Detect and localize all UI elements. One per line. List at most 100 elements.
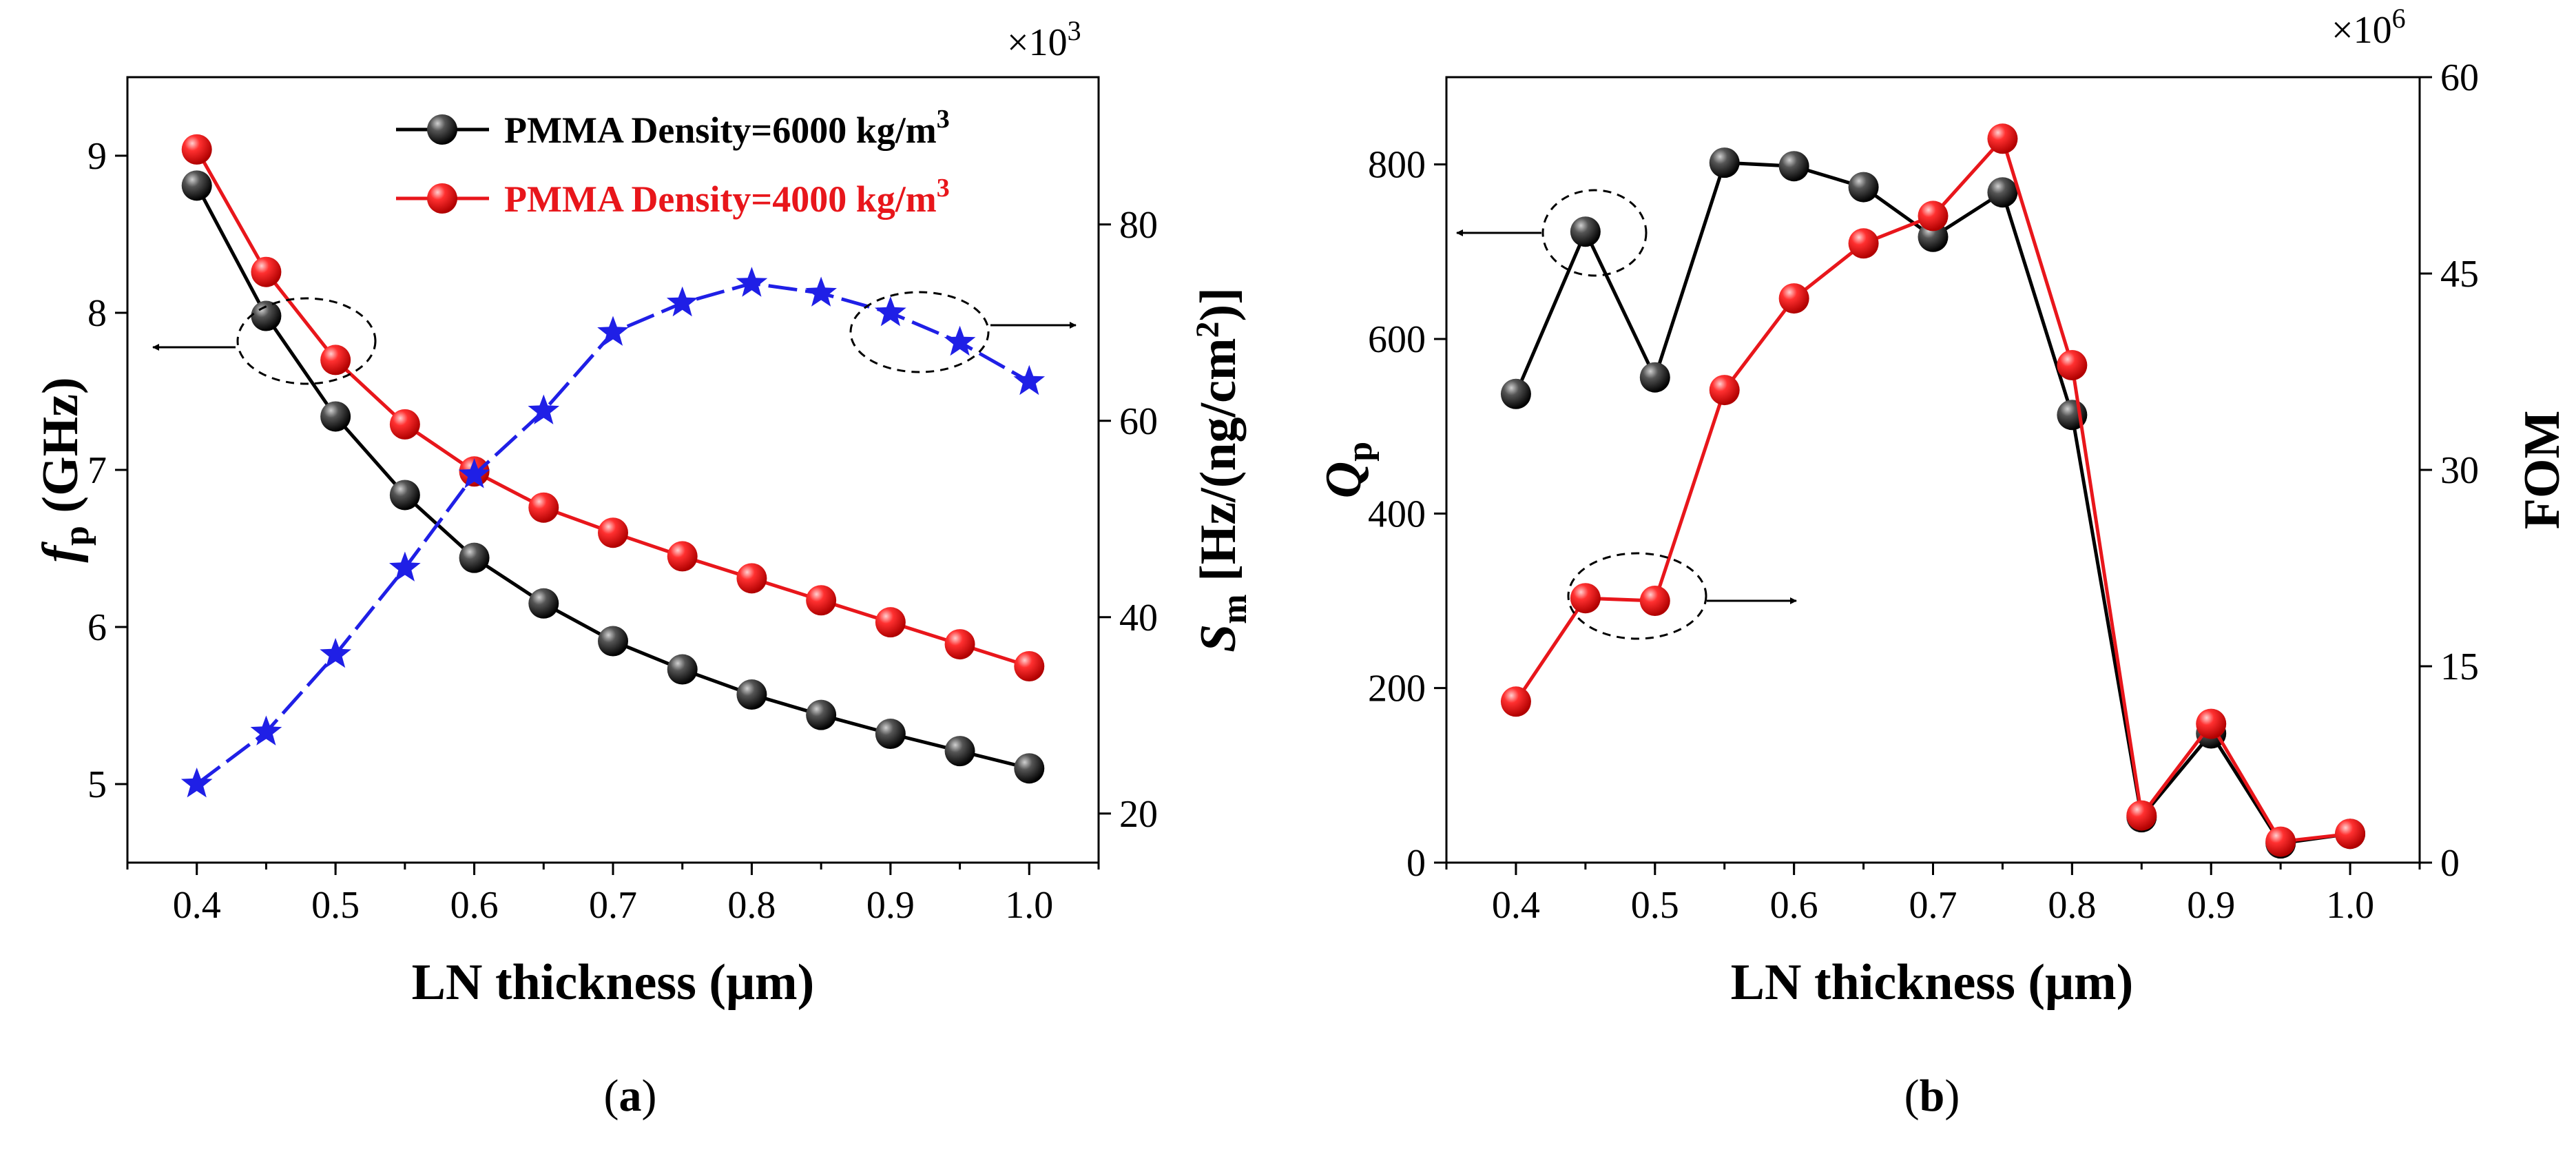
data-point xyxy=(320,344,351,376)
data-point-star xyxy=(666,286,698,317)
panel-a-y-ticks-right: 20 40 60 80 xyxy=(1099,204,1158,836)
x-tick-label: 0.5 xyxy=(1631,884,1679,927)
panel-a-right-annotation-ellipse xyxy=(849,291,990,373)
y-right-tick-label: 60 xyxy=(1119,400,1158,443)
legend-label-6000: PMMA Density=6000 kg/m3 xyxy=(504,105,950,151)
data-point xyxy=(2265,826,2296,857)
panel-a-caption: (a) xyxy=(604,1071,657,1121)
data-point-star xyxy=(597,316,629,346)
panel-a: 0.4 0.5 0.6 0.7 0.8 0.9 1.0 5 6 7 8 9 20 40 60 80 ×10… xyxy=(32,15,1254,1121)
panel-a-right-multiplier: ×103 xyxy=(1007,15,1081,64)
data-point xyxy=(320,401,351,432)
x-tick-label: 0.9 xyxy=(866,884,915,927)
panel-a-y-axis-title-left: fp (GHz) xyxy=(32,377,96,562)
data-point xyxy=(1848,228,1879,259)
data-point xyxy=(1014,651,1045,681)
data-point xyxy=(1987,123,2018,154)
data-point xyxy=(181,134,212,165)
panel-b-series-layer xyxy=(1500,123,2366,859)
data-point xyxy=(1500,378,1531,409)
data-point xyxy=(389,409,420,440)
data-point xyxy=(806,585,837,616)
y-left-tick-label: 9 xyxy=(87,135,107,178)
data-point xyxy=(1918,200,1949,232)
data-point-star xyxy=(320,637,351,668)
x-tick-label: 0.8 xyxy=(727,884,776,927)
data-point xyxy=(528,492,559,523)
data-point-star xyxy=(180,768,213,798)
data-point xyxy=(459,542,490,573)
x-tick-label: 1.0 xyxy=(1005,884,1053,927)
x-tick-label: 1.0 xyxy=(2326,884,2374,927)
panel-a-x-axis-title: LN thickness (μm) xyxy=(412,954,815,1011)
data-point xyxy=(181,170,212,201)
data-point xyxy=(2335,819,2366,850)
panel-b-right-multiplier: ×106 xyxy=(2331,3,2406,52)
data-point xyxy=(528,588,559,619)
data-point xyxy=(1014,753,1045,784)
panel-b: 0.4 0.5 0.6 0.7 0.8 0.9 1.0 0 200 400 600 800 0 15 3… xyxy=(1316,3,2570,1121)
panel-b-right-annotation-ellipse xyxy=(1567,552,1707,640)
panel-b-y-ticks-right: 0 15 30 45 60 xyxy=(2420,56,2479,885)
data-point xyxy=(251,256,282,287)
x-tick-label: 0.7 xyxy=(589,884,637,927)
data-point-star xyxy=(875,296,906,327)
data-point xyxy=(389,480,420,511)
y-left-tick-label: 400 xyxy=(1368,493,1426,535)
data-point xyxy=(1778,151,1809,182)
x-tick-label: 0.7 xyxy=(1909,884,1957,927)
panel-b-plot-frame xyxy=(1445,76,2421,864)
data-point xyxy=(598,517,628,548)
data-point xyxy=(1639,586,1670,616)
y-left-tick-label: 200 xyxy=(1368,668,1426,710)
y-left-tick-label: 800 xyxy=(1368,144,1426,187)
legend-entry-4000: PMMA Density=4000 kg/m3 xyxy=(396,174,950,220)
panel-b-y-axis-title-right: FOM xyxy=(2514,411,2570,530)
series-line-a-0 xyxy=(195,185,1030,770)
data-point xyxy=(2057,350,2088,380)
legend-marker-6000 xyxy=(427,114,457,145)
data-point-star xyxy=(389,551,421,582)
data-point xyxy=(2126,800,2157,831)
y-right-tick-label: 45 xyxy=(2440,253,2479,296)
y-left-tick-label: 8 xyxy=(87,292,107,335)
panel-b-y-axis-title-left: Qp xyxy=(1316,442,1380,498)
data-point xyxy=(806,699,837,730)
x-tick-label: 0.4 xyxy=(173,884,221,927)
x-tick-label: 0.9 xyxy=(2187,884,2235,927)
data-point xyxy=(875,719,906,750)
data-point xyxy=(1778,283,1809,314)
y-right-tick-label: 15 xyxy=(2440,646,2479,688)
data-point xyxy=(736,563,767,594)
panel-b-x-axis-title: LN thickness (μm) xyxy=(1731,954,2134,1011)
data-point xyxy=(1639,362,1670,393)
data-point-star xyxy=(528,394,560,424)
legend-entry-6000: PMMA Density=6000 kg/m3 xyxy=(396,105,950,151)
y-right-tick-label: 40 xyxy=(1119,597,1158,639)
data-point xyxy=(2196,708,2227,739)
data-point-star xyxy=(805,276,837,307)
panel-b-caption: (b) xyxy=(1904,1071,1960,1121)
y-left-tick-label: 7 xyxy=(87,449,107,492)
legend-label-4000: PMMA Density=4000 kg/m3 xyxy=(504,174,950,220)
data-point xyxy=(1570,216,1601,247)
x-tick-label: 0.8 xyxy=(2048,884,2096,927)
x-tick-label: 0.5 xyxy=(311,884,360,927)
data-point xyxy=(598,626,628,657)
data-point xyxy=(944,736,975,767)
data-point xyxy=(1570,583,1601,614)
data-point xyxy=(667,541,698,572)
data-point xyxy=(736,679,767,710)
y-left-tick-label: 600 xyxy=(1368,318,1426,361)
panel-b-left-annotation-ellipse xyxy=(1541,189,1648,277)
data-point xyxy=(667,654,698,685)
panel-a-legend: PMMA Density=6000 kg/m3 PMMA Density=400… xyxy=(396,105,950,220)
panel-a-left-annotation-ellipse xyxy=(236,297,377,385)
y-left-tick-label: 0 xyxy=(1406,842,1426,885)
panel-a-series-layer xyxy=(180,134,1046,798)
y-right-tick-label: 20 xyxy=(1119,793,1158,836)
data-point-star xyxy=(1013,364,1046,395)
panel-a-x-ticks: 0.4 0.5 0.6 0.7 0.8 0.9 1.0 xyxy=(126,863,1100,927)
series-line-b-0 xyxy=(1514,161,2351,845)
